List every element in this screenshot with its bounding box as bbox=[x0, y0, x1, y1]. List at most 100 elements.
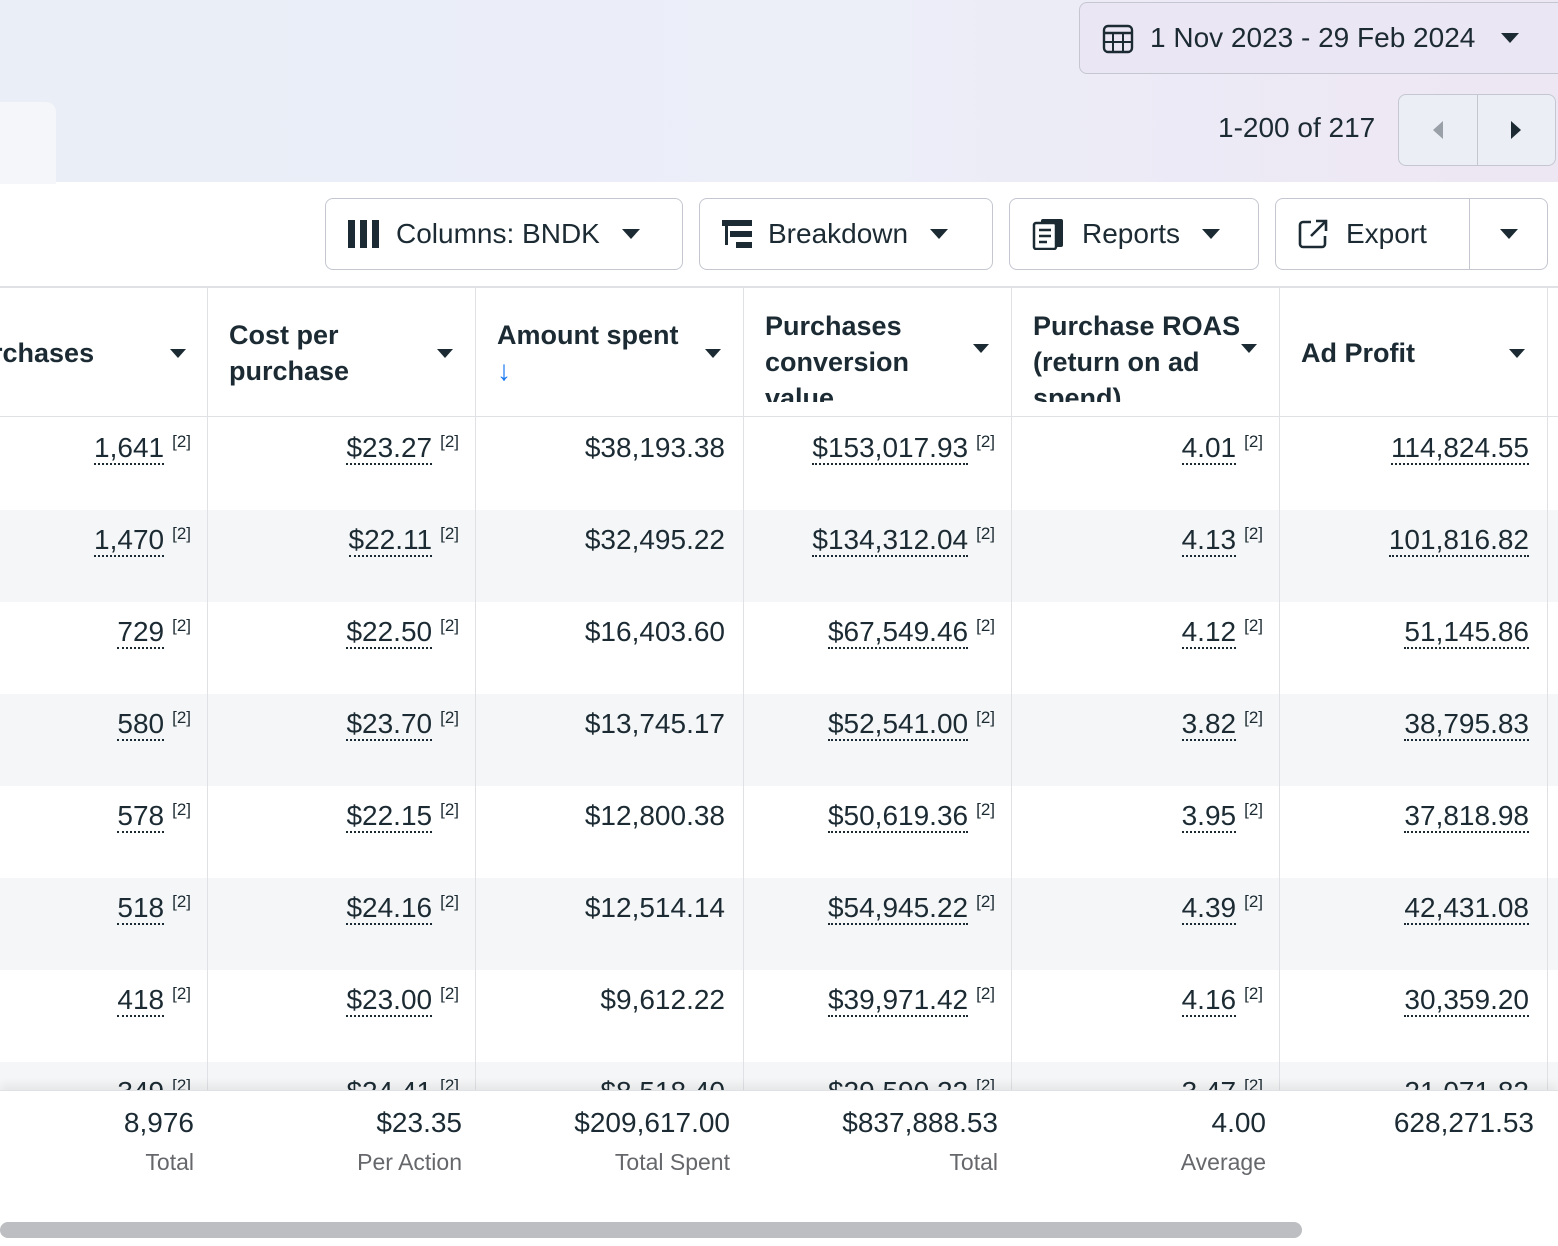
column-header-cost-per-purchase[interactable]: Cost per purchase bbox=[207, 290, 475, 416]
cell-amount-spent: $13,745.17 bbox=[584, 708, 725, 739]
export-split-button: Export bbox=[1275, 198, 1548, 270]
column-header-amount-spent[interactable]: Amount spent ↓ bbox=[475, 290, 743, 416]
cell-ad-profit[interactable]: 51,145.86 bbox=[1404, 616, 1529, 649]
cell-amount-spent: $38,193.38 bbox=[584, 432, 725, 463]
column-header-ad-profit[interactable]: Ad Profit bbox=[1279, 290, 1547, 416]
chevron-down-icon[interactable] bbox=[170, 348, 186, 358]
attribution-marker: [2] bbox=[440, 708, 459, 727]
cell-conversion-value[interactable]: $29,590.22 [2] bbox=[827, 1076, 995, 1092]
cell-conversion-value[interactable]: $153,017.93 [2] bbox=[812, 432, 995, 465]
attribution-marker: [2] bbox=[1244, 432, 1263, 451]
table-row[interactable]: 580 [2] $23.70 [2] $13,745.17 $52,541.00 [2] 3.… bbox=[0, 694, 1558, 786]
pagination-label: 1-200 of 217 bbox=[1218, 112, 1376, 143]
attribution-marker: [2] bbox=[172, 1076, 191, 1092]
date-range-label: 1 Nov 2023 - 29 Feb 2024 bbox=[1150, 22, 1476, 53]
attribution-marker: [2] bbox=[440, 800, 459, 819]
table-row[interactable]: 418 [2] $23.00 [2] $9,612.22 $39,971.42 [2] 4.1… bbox=[0, 970, 1558, 1062]
cell-cost-per-purchase[interactable]: $24.41 [2] bbox=[346, 1076, 459, 1092]
cell-ad-profit[interactable]: 37,818.98 bbox=[1404, 800, 1529, 833]
cell-cost-per-purchase[interactable]: $22.15 [2] bbox=[346, 800, 459, 833]
cell-purchases[interactable]: 580 [2] bbox=[117, 708, 191, 741]
column-divider bbox=[1011, 286, 1012, 1216]
total-purchases: 8,976 Total bbox=[123, 1107, 194, 1175]
cell-conversion-value[interactable]: $54,945.22 [2] bbox=[827, 892, 995, 925]
cell-cost-per-purchase[interactable]: $23.70 [2] bbox=[346, 708, 459, 741]
column-header-purchases[interactable]: rchases bbox=[0, 290, 208, 416]
attribution-marker: [2] bbox=[172, 432, 191, 451]
breakdown-button[interactable]: Breakdown bbox=[699, 198, 993, 270]
table-row[interactable]: 1,641 [2] $23.27 [2] $38,193.38 $153,017.93 [2… bbox=[0, 418, 1558, 510]
cell-cost-per-purchase[interactable]: $23.00 [2] bbox=[346, 984, 459, 1017]
previous-page-button[interactable] bbox=[1399, 95, 1478, 165]
attribution-marker: [2] bbox=[172, 800, 191, 819]
cell-conversion-value[interactable]: $52,541.00 [2] bbox=[827, 708, 995, 741]
cell-roas[interactable]: 3.47 [2] bbox=[1181, 1076, 1263, 1092]
table-row[interactable]: 518 [2] $24.16 [2] $12,514.14 $54,945.22 [2] 4.… bbox=[0, 878, 1558, 970]
reports-button[interactable]: Reports bbox=[1009, 198, 1259, 270]
cell-purchases[interactable]: 578 [2] bbox=[117, 800, 191, 833]
table-row[interactable]: 578 [2] $22.15 [2] $12,800.38 $50,619.36 [2] 3.… bbox=[0, 786, 1558, 878]
attribution-marker: [2] bbox=[440, 616, 459, 635]
cell-purchases[interactable]: 1,470 [2] bbox=[94, 524, 191, 557]
attribution-marker: [2] bbox=[172, 984, 191, 1003]
cell-roas[interactable]: 4.01 [2] bbox=[1181, 432, 1263, 465]
cell-roas[interactable]: 4.13 [2] bbox=[1181, 524, 1263, 557]
cell-ad-profit[interactable]: 114,824.55 bbox=[1390, 432, 1529, 465]
average-roas: 4.00 Average bbox=[1180, 1107, 1266, 1175]
pagination-controls bbox=[1398, 94, 1556, 166]
cell-conversion-value[interactable]: $67,549.46 [2] bbox=[827, 616, 995, 649]
chevron-down-icon[interactable] bbox=[1241, 344, 1257, 353]
chevron-down-icon bbox=[930, 229, 949, 239]
chevron-down-icon[interactable] bbox=[973, 344, 989, 353]
cell-roas[interactable]: 4.16 [2] bbox=[1181, 984, 1263, 1017]
export-options-button[interactable] bbox=[1470, 199, 1547, 269]
cell-roas[interactable]: 3.82 [2] bbox=[1181, 708, 1263, 741]
cell-purchases[interactable]: 729 [2] bbox=[117, 616, 191, 649]
cell-conversion-value[interactable]: $134,312.04 [2] bbox=[812, 524, 995, 557]
cell-ad-profit[interactable]: 30,359.20 bbox=[1404, 984, 1529, 1017]
next-page-button[interactable] bbox=[1478, 95, 1556, 165]
total-conversion-value: $837,888.53 Total bbox=[842, 1107, 998, 1175]
cell-roas[interactable]: 4.12 [2] bbox=[1181, 616, 1263, 649]
cell-purchases[interactable]: 1,641 [2] bbox=[94, 432, 191, 465]
cell-cost-per-purchase[interactable]: $24.16 [2] bbox=[346, 892, 459, 925]
table-row[interactable]: 729 [2] $22.50 [2] $16,403.60 $67,549.46 [2] 4.… bbox=[0, 602, 1558, 694]
attribution-marker: [2] bbox=[1244, 800, 1263, 819]
attribution-marker: [2] bbox=[440, 984, 459, 1003]
total-ad-profit: 628,271.53 bbox=[1393, 1107, 1534, 1138]
cell-ad-profit[interactable]: 21,071.82 bbox=[1404, 1076, 1529, 1092]
cell-purchases[interactable]: 518 [2] bbox=[117, 892, 191, 925]
total-cost-per-purchase: $23.35 Per Action bbox=[357, 1107, 462, 1175]
external-link-icon bbox=[1298, 219, 1328, 249]
cell-amount-spent: $16,403.60 bbox=[584, 616, 725, 647]
chevron-down-icon[interactable] bbox=[705, 348, 721, 358]
chevron-left-icon bbox=[1432, 121, 1443, 139]
cell-conversion-value[interactable]: $50,619.36 [2] bbox=[827, 800, 995, 833]
cell-ad-profit[interactable]: 101,816.82 bbox=[1388, 524, 1529, 557]
cell-ad-profit[interactable]: 38,795.83 bbox=[1404, 708, 1529, 741]
cell-purchases[interactable]: 418 [2] bbox=[117, 984, 191, 1017]
header-divider bbox=[0, 416, 1558, 417]
cell-cost-per-purchase[interactable]: $23.27 [2] bbox=[346, 432, 459, 465]
table-row[interactable]: 1,470 [2] $22.11 [2] $32,495.22 $134,312.04 [2… bbox=[0, 510, 1558, 602]
chevron-down-icon[interactable] bbox=[1509, 348, 1525, 358]
columns-button[interactable]: Columns: BNDK bbox=[325, 198, 683, 270]
horizontal-scrollbar[interactable] bbox=[0, 1222, 1302, 1238]
chevron-down-icon[interactable] bbox=[437, 348, 453, 358]
cell-ad-profit[interactable]: 42,431.08 bbox=[1404, 892, 1529, 925]
export-button[interactable]: Export bbox=[1276, 199, 1470, 269]
attribution-marker: [2] bbox=[976, 800, 995, 819]
calendar-icon bbox=[1102, 22, 1134, 54]
cell-roas[interactable]: 3.95 [2] bbox=[1181, 800, 1263, 833]
column-header-purchases-conversion-value[interactable]: Purchases conversion value bbox=[743, 290, 1011, 416]
cell-purchases[interactable]: 349 [2] bbox=[117, 1076, 191, 1092]
column-header-purchase-roas[interactable]: Purchase ROAS (return on ad spend) bbox=[1011, 290, 1279, 416]
date-range-picker[interactable]: 1 Nov 2023 - 29 Feb 2024 bbox=[1079, 2, 1558, 74]
reports-label: Reports bbox=[1082, 218, 1181, 249]
cell-cost-per-purchase[interactable]: $22.50 [2] bbox=[346, 616, 459, 649]
cell-roas[interactable]: 4.39 [2] bbox=[1181, 892, 1263, 925]
table-row[interactable]: 349 [2] $24.41 [2] $8,518.40 $29,590.22 [2] 3.4… bbox=[0, 1062, 1558, 1092]
cell-conversion-value[interactable]: $39,971.42 [2] bbox=[827, 984, 995, 1017]
cell-amount-spent: $9,612.22 bbox=[600, 984, 725, 1015]
cell-cost-per-purchase[interactable]: $22.11 [2] bbox=[348, 524, 459, 557]
